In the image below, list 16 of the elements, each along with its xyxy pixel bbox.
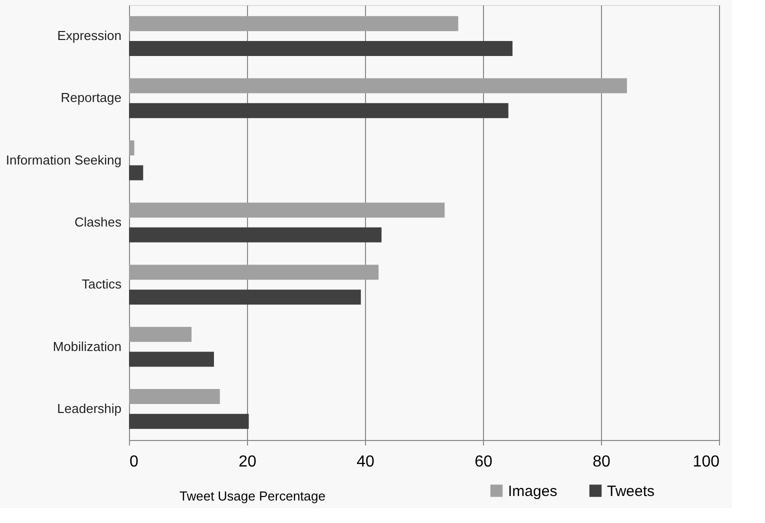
y-tick-label: Information Seeking <box>6 152 122 168</box>
x-tick-label: 80 <box>592 454 610 470</box>
x-tick-label: 40 <box>356 454 374 470</box>
x-tick-label: 100 <box>692 454 720 470</box>
legend-label: Images <box>508 482 558 500</box>
x-tick-label: 60 <box>474 454 492 470</box>
y-tick-label: Reportage <box>60 90 122 106</box>
legend-label: Tweets <box>607 482 655 500</box>
x-tick-label: 20 <box>238 454 256 470</box>
x-tick-label: 0 <box>130 454 138 470</box>
y-tick-label: Mobilization <box>52 338 122 354</box>
y-tick-label: Expression <box>57 28 122 44</box>
y-tick-label: Clashes <box>74 214 122 230</box>
y-tick-label: Leadership <box>57 400 122 416</box>
x-axis-title: Tweet Usage Percentage <box>180 488 326 504</box>
y-tick-label: Tactics <box>82 276 122 292</box>
